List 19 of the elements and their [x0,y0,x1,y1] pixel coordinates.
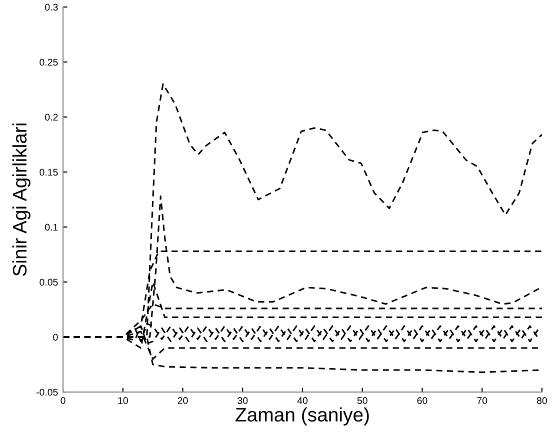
y-tick-label: 0.25 [40,58,58,66]
x-tick-label: 30 [238,397,248,404]
y-axis-title: Sinir Agi Agirliklari [12,124,30,276]
y-tick-label: 0 [53,334,58,341]
y-tick-label: 0.05 [40,278,58,286]
x-tick-label: 50 [357,397,368,404]
y-tick-label: 0.1 [45,224,58,231]
x-tick-label: 60 [417,397,428,404]
x-tick-label: 10 [118,397,128,404]
x-tick-label: 0 [60,397,66,404]
y-tick-label: 0.15 [40,168,58,176]
x-tick-label: 40 [297,397,308,404]
y-tick-label: 0.2 [45,114,58,121]
y-tick-label: 0.3 [45,4,58,11]
y-tick-label: -0.05 [36,388,58,396]
x-axis-title: Zaman (saniye) [236,407,369,426]
x-tick-label: 70 [477,397,488,404]
x-tick-label: 80 [536,397,547,404]
x-tick-label: 20 [178,397,188,404]
